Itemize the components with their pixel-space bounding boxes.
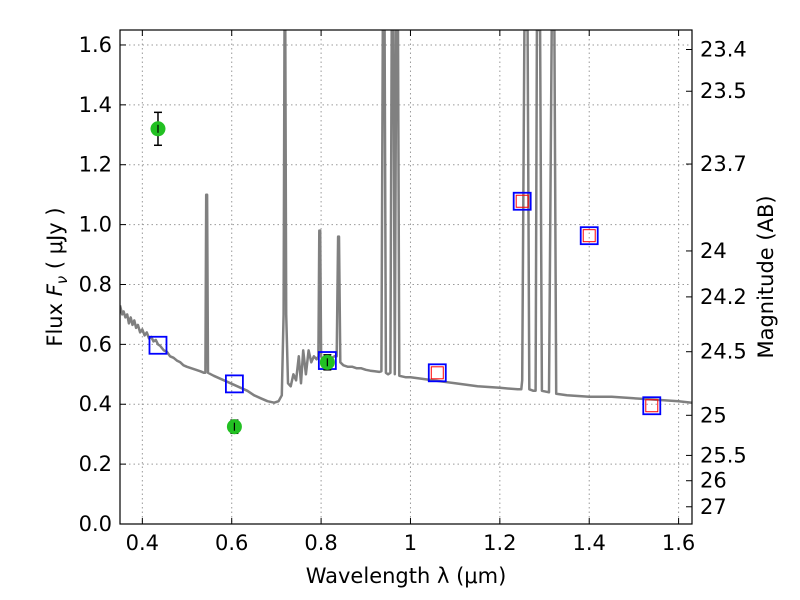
y-tick-label: 0.0 (79, 512, 112, 536)
y-tick-label: 0.4 (79, 392, 112, 416)
mag-tick-label: 26 (700, 469, 727, 493)
plot-area (120, 30, 692, 435)
y-axis-label-suffix: ( μJy ) (43, 207, 67, 275)
tick-labels: 0.4 0.6 0.8 1 1.2 1.4 1.6 0.0 0.2 0.4 0.6 0.8 1.0 1.2… (79, 33, 747, 555)
y-axis-label-subscript: ν (53, 276, 71, 284)
x-tick-label: 1 (404, 531, 417, 555)
y-axis-label: Flux Fν ( μJy ) (43, 207, 71, 346)
model-photometry-inner-square (645, 399, 659, 413)
mag-tick-label: 24.2 (700, 285, 747, 309)
x-axis-label: Wavelength λ (μm) (306, 564, 507, 588)
x-tick-label: 0.6 (215, 531, 248, 555)
model-photometry-square (427, 363, 447, 383)
x-tick-label: 1.6 (662, 531, 695, 555)
plot-background (120, 30, 692, 524)
model-photometry-inner-square (582, 229, 596, 243)
model-photometry-square (512, 191, 532, 211)
mag-tick-label: 25 (700, 403, 727, 427)
y-tick-label: 0.2 (79, 452, 112, 476)
model-photometry-inner-square (430, 366, 444, 380)
model-photometry-square (224, 374, 244, 394)
plot-frame (119, 29, 693, 525)
mag-tick-label: 25.5 (700, 443, 747, 467)
data-marks (120, 30, 692, 435)
y-tick-label: 0.6 (79, 332, 112, 356)
y-tick-label: 1.0 (79, 213, 112, 237)
mag-tick-label: 24.5 (700, 340, 747, 364)
mag-tick-label: 27 (700, 495, 727, 519)
y-tick-label: 0.8 (79, 272, 112, 296)
y-tick-label: 1.6 (79, 33, 112, 57)
x-tick-label: 0.8 (304, 531, 337, 555)
mag-tick-label: 23.5 (700, 79, 747, 103)
x-tick-label: 0.4 (126, 531, 159, 555)
mag-tick-label: 23.7 (700, 152, 747, 176)
model-photometry-square (148, 335, 168, 355)
y-tick-label: 1.2 (79, 153, 112, 177)
y-axis-label-prefix: Flux (43, 296, 67, 346)
model-photometry-square (642, 396, 662, 416)
x-tick-label: 1.2 (483, 531, 516, 555)
model-photometry-square (579, 226, 599, 246)
model-photometry-inner-square (515, 194, 529, 208)
mag-tick-label: 23.4 (700, 37, 747, 61)
sed-model-line (120, 30, 692, 404)
y2-axis-label: Magnitude (AB) (754, 195, 778, 358)
gridlines (120, 30, 692, 524)
y-tick-label: 1.4 (79, 93, 112, 117)
y-axis-label-symbol: F (43, 283, 67, 296)
x-tick-label: 1.4 (573, 531, 606, 555)
mag-tick-label: 24 (700, 239, 727, 263)
axis-ticks (120, 30, 692, 525)
